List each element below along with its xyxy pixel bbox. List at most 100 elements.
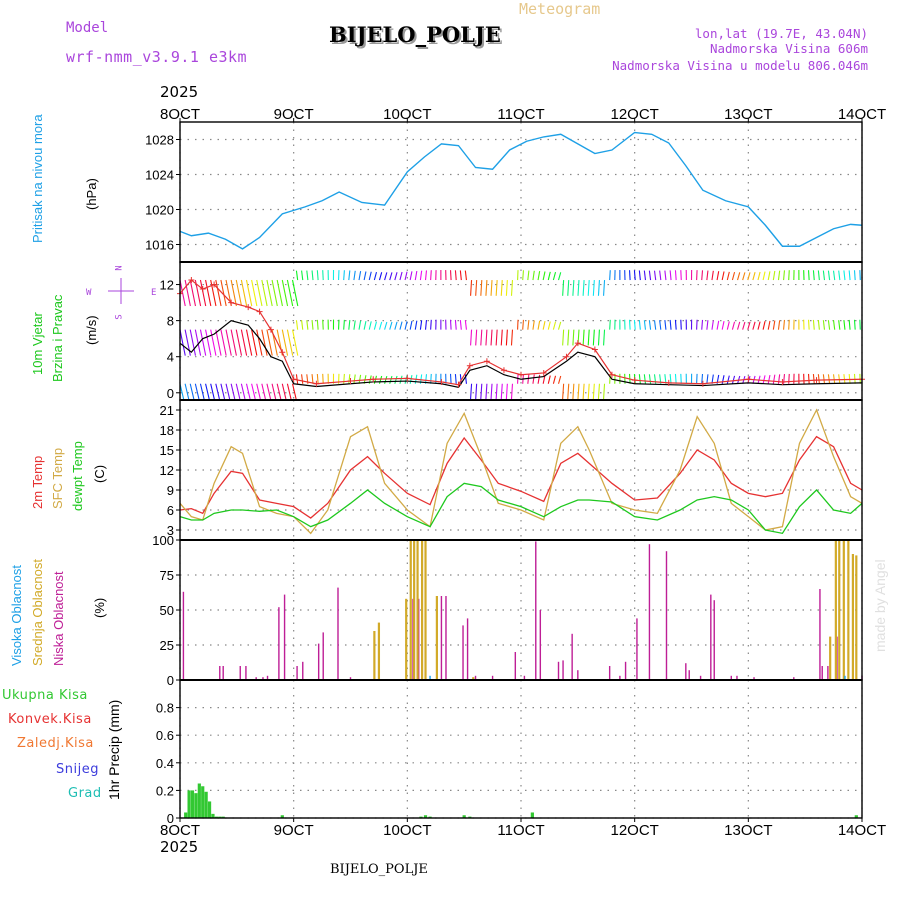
cloud-low-bar bbox=[753, 677, 755, 680]
wind-barb bbox=[628, 319, 631, 330]
wind-barb bbox=[592, 383, 595, 400]
wind-barb bbox=[572, 329, 575, 346]
wind-barb bbox=[454, 373, 457, 384]
wind-barb bbox=[505, 329, 508, 346]
y-tick-label: 0 bbox=[167, 386, 174, 401]
wind-barb bbox=[235, 279, 243, 307]
wind-barb bbox=[266, 279, 273, 307]
wind-barb bbox=[638, 270, 641, 281]
y-tick-label: 0 bbox=[167, 811, 174, 826]
wind-barb bbox=[510, 329, 514, 346]
cloud-mid-bar bbox=[424, 540, 427, 680]
wind-barb bbox=[490, 280, 493, 296]
wind-barb bbox=[470, 329, 473, 346]
wind-barb bbox=[306, 320, 309, 330]
wind-barb bbox=[597, 280, 600, 296]
wind-barb bbox=[812, 270, 815, 281]
wind-barb bbox=[572, 383, 575, 400]
compass-rose-icon bbox=[108, 278, 134, 304]
time-tick-bottom: 9OCT bbox=[274, 822, 314, 839]
wind-barb bbox=[500, 383, 503, 400]
wind-barb bbox=[659, 270, 662, 281]
wind-barb bbox=[291, 279, 299, 307]
time-tick-top: 14OCT bbox=[838, 106, 886, 123]
wind-barb bbox=[480, 329, 483, 346]
y-tick-label: 0 bbox=[167, 673, 174, 688]
wind-barb bbox=[430, 270, 432, 281]
time-tick-top: 9OCT bbox=[274, 106, 314, 123]
footer-station: BIJELO_POLJE bbox=[330, 862, 428, 877]
wind-barb bbox=[256, 383, 261, 400]
wind-barb bbox=[230, 279, 237, 307]
wind-barb bbox=[711, 320, 714, 330]
time-tick-bottom: 8OCT bbox=[160, 822, 200, 839]
cloud-high-bar bbox=[844, 675, 846, 680]
wind-barb bbox=[215, 329, 222, 356]
precip-total-bar bbox=[530, 812, 534, 818]
wind-gust-marker bbox=[267, 326, 274, 333]
cloud-low-bar bbox=[577, 670, 579, 680]
cloud-low-bar bbox=[665, 551, 668, 680]
dewpoint-line bbox=[179, 482, 863, 535]
lonlat-label: lon,lat (19.7E, 43.04N) bbox=[694, 26, 868, 41]
y-tick-label: 0.4 bbox=[156, 756, 174, 771]
wind-gust-marker bbox=[188, 277, 195, 284]
wind-barb bbox=[394, 375, 398, 384]
wind-barb bbox=[674, 270, 677, 281]
wind-barb bbox=[817, 270, 820, 281]
wind-barb bbox=[532, 320, 535, 330]
time-tick-top: 13OCT bbox=[724, 106, 772, 123]
wind-barb bbox=[706, 374, 709, 384]
wind-barb bbox=[510, 383, 514, 400]
wind-barb bbox=[205, 383, 210, 400]
cloud-mid-bar bbox=[829, 636, 832, 680]
cloud-low-bar bbox=[557, 661, 560, 680]
wind-barb bbox=[701, 373, 704, 384]
wind-barb bbox=[721, 271, 725, 281]
wind-barb bbox=[378, 321, 383, 330]
wind-gust-marker bbox=[631, 377, 638, 384]
cloud-mid-bar bbox=[834, 540, 837, 680]
wind-barb bbox=[848, 270, 851, 281]
wind-barb bbox=[853, 319, 856, 330]
time-tick-top: 8OCT bbox=[160, 106, 200, 123]
y-tick-label: 9 bbox=[167, 483, 174, 498]
wind-barb bbox=[271, 279, 278, 307]
wind-barb bbox=[737, 321, 741, 330]
panel-frame bbox=[179, 539, 863, 681]
wind-barb bbox=[767, 374, 771, 384]
wind-barb bbox=[822, 320, 826, 330]
wind-barb bbox=[537, 374, 541, 384]
wind-barb bbox=[286, 383, 292, 400]
wind-barb bbox=[409, 320, 413, 330]
wind-barb bbox=[358, 374, 362, 384]
wind-barb bbox=[838, 270, 841, 281]
wind-barb bbox=[251, 329, 258, 356]
wind-barb bbox=[220, 329, 227, 356]
wind-barb bbox=[266, 383, 272, 400]
wind-barb bbox=[843, 270, 846, 281]
y-tick-label: 1020 bbox=[145, 203, 174, 218]
precip-total-bar bbox=[423, 815, 428, 818]
wind-barb bbox=[179, 279, 186, 307]
cloud-low-bar bbox=[710, 594, 712, 680]
wind-gust-marker bbox=[500, 367, 507, 374]
cloud-mid-bar bbox=[851, 554, 855, 680]
wind-barb bbox=[210, 383, 215, 400]
cloud-low-bar bbox=[535, 541, 537, 680]
wind-barb bbox=[454, 270, 457, 281]
wind-barb bbox=[587, 329, 590, 346]
cloud-low-bar bbox=[239, 666, 241, 680]
precip-total-bar bbox=[462, 815, 466, 818]
wind-barb bbox=[721, 375, 725, 384]
wind-barb bbox=[567, 329, 570, 346]
precip-total-bar bbox=[194, 793, 198, 818]
cloud-mid-bar bbox=[409, 540, 412, 680]
wind-gust-marker bbox=[591, 346, 598, 353]
wind-barb bbox=[464, 270, 467, 281]
wind-barb bbox=[389, 272, 393, 281]
wind-barb bbox=[291, 329, 299, 356]
wind-barb bbox=[659, 320, 662, 330]
wind-barb bbox=[757, 271, 761, 281]
wind-barb bbox=[261, 383, 266, 400]
